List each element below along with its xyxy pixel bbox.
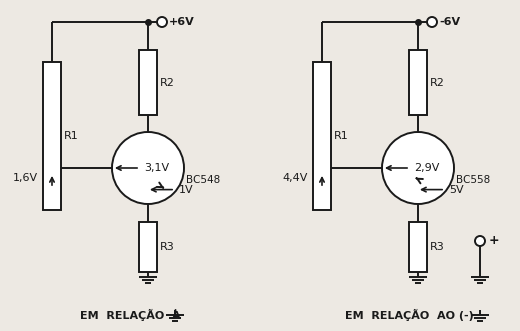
Circle shape <box>157 17 167 27</box>
Text: R1: R1 <box>334 131 349 141</box>
Text: +6V: +6V <box>169 17 195 27</box>
Text: R1: R1 <box>64 131 79 141</box>
Text: R3: R3 <box>160 242 175 252</box>
Bar <box>43 62 61 210</box>
Text: 5V: 5V <box>449 185 464 195</box>
Text: 2,9V: 2,9V <box>414 163 439 173</box>
Bar <box>409 222 427 272</box>
Circle shape <box>427 17 437 27</box>
Text: 1,6V: 1,6V <box>13 173 38 183</box>
Text: +: + <box>489 234 500 248</box>
Text: -6V: -6V <box>439 17 460 27</box>
Text: R3: R3 <box>430 242 445 252</box>
Text: 4,4V: 4,4V <box>283 173 308 183</box>
Text: EM  RELAÇÃO  À: EM RELAÇÃO À <box>80 309 180 321</box>
Text: BC548: BC548 <box>186 175 220 185</box>
Text: 3,1V: 3,1V <box>144 163 169 173</box>
Text: BC558: BC558 <box>456 175 490 185</box>
Circle shape <box>382 132 454 204</box>
Text: R2: R2 <box>430 77 445 87</box>
Text: R2: R2 <box>160 77 175 87</box>
Bar <box>139 50 157 115</box>
Bar <box>313 62 331 210</box>
Text: EM  RELAÇÃO  AO (-): EM RELAÇÃO AO (-) <box>345 309 474 321</box>
Circle shape <box>112 132 184 204</box>
Bar <box>409 50 427 115</box>
Circle shape <box>475 236 485 246</box>
Bar <box>139 222 157 272</box>
Text: 1V: 1V <box>179 185 193 195</box>
